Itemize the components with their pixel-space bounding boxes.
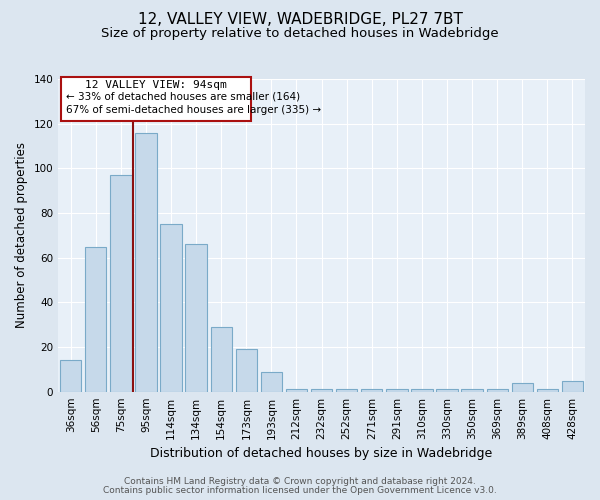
X-axis label: Distribution of detached houses by size in Wadebridge: Distribution of detached houses by size … [151,447,493,460]
Bar [136,132,157,392]
Bar [461,390,483,392]
Bar [411,390,433,392]
Bar [512,382,533,392]
Bar [261,372,282,392]
Bar [110,175,131,392]
Bar [160,224,182,392]
Bar [286,390,307,392]
Bar [60,360,82,392]
Text: 12, VALLEY VIEW, WADEBRIDGE, PL27 7BT: 12, VALLEY VIEW, WADEBRIDGE, PL27 7BT [137,12,463,28]
Bar [487,390,508,392]
Y-axis label: Number of detached properties: Number of detached properties [15,142,28,328]
Bar [386,390,407,392]
Text: ← 33% of detached houses are smaller (164): ← 33% of detached houses are smaller (16… [65,92,300,102]
Bar [336,390,358,392]
Text: Contains public sector information licensed under the Open Government Licence v3: Contains public sector information licen… [103,486,497,495]
Text: 67% of semi-detached houses are larger (335) →: 67% of semi-detached houses are larger (… [65,104,321,115]
Bar [236,349,257,392]
Bar [436,390,458,392]
Bar [562,380,583,392]
Bar [311,390,332,392]
Text: Contains HM Land Registry data © Crown copyright and database right 2024.: Contains HM Land Registry data © Crown c… [124,477,476,486]
FancyBboxPatch shape [61,77,251,122]
Bar [211,327,232,392]
Text: Size of property relative to detached houses in Wadebridge: Size of property relative to detached ho… [101,28,499,40]
Bar [361,390,382,392]
Bar [185,244,207,392]
Bar [85,246,106,392]
Bar [537,390,558,392]
Text: 12 VALLEY VIEW: 94sqm: 12 VALLEY VIEW: 94sqm [85,80,227,90]
